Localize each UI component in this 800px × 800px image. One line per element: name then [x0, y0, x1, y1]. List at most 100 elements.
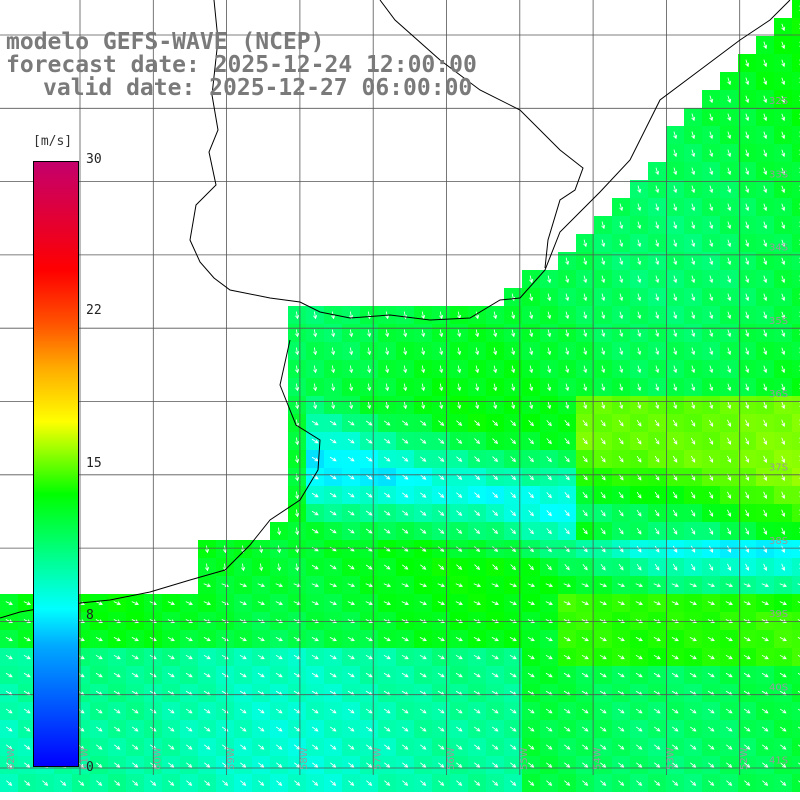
wind-arrow: [185, 601, 193, 606]
wind-arrow: [654, 527, 660, 535]
wind-arrow: [349, 347, 354, 356]
wind-arrow: [547, 311, 552, 320]
wind-arrow: [367, 329, 372, 338]
wind-arrow: [709, 167, 714, 176]
wind-arrow: [619, 365, 624, 374]
wind-arrow: [401, 744, 409, 750]
wind-arrow: [763, 437, 768, 445]
wind-arrow: [204, 780, 211, 786]
wind-arrow: [636, 762, 643, 768]
wind-arrow: [635, 601, 643, 606]
wind-arrow: [275, 637, 283, 642]
wind-arrow: [167, 654, 175, 660]
wind-arrow: [618, 527, 624, 535]
wind-arrow: [510, 546, 516, 553]
wind-arrow: [653, 654, 661, 660]
wind-arrow: [474, 546, 481, 552]
wind-arrow: [761, 654, 769, 660]
wind-arrow: [329, 456, 337, 462]
wind-arrow: [528, 762, 535, 768]
wind-arrow: [636, 419, 642, 427]
wind-arrow: [419, 654, 427, 660]
wind-arrow: [439, 347, 444, 356]
wind-arrow: [673, 329, 678, 338]
wind-cell: [792, 648, 800, 666]
wind-arrow: [329, 726, 337, 732]
wind-arrow: [347, 726, 355, 732]
colorbar-tick-15: 15: [86, 456, 102, 471]
wind-arrow: [6, 780, 13, 786]
wind-arrow: [618, 762, 625, 768]
wind-arrow: [365, 492, 373, 498]
wind-arrow: [709, 329, 714, 338]
wind-arrow: [635, 744, 643, 750]
wind-arrow: [347, 708, 355, 714]
wind-arrow: [311, 510, 319, 516]
wind-arrow: [113, 708, 121, 714]
wind-arrow: [745, 419, 750, 427]
wind-arrow: [672, 419, 678, 427]
wind-arrow: [763, 527, 768, 535]
wind-arrow: [475, 383, 480, 392]
wind-arrow: [637, 257, 642, 266]
wind-arrow: [457, 401, 462, 410]
wind-arrow: [383, 708, 391, 714]
lat-lon-grid: [0, 0, 800, 775]
wind-arrow: [383, 528, 391, 534]
wind-arrow: [528, 564, 534, 571]
wind-arrow: [727, 365, 732, 374]
wind-arrow: [565, 257, 570, 266]
wind-arrow: [637, 311, 642, 320]
longitude-label: 59W: [226, 747, 237, 770]
wind-arrow: [257, 637, 265, 642]
wind-arrow: [763, 41, 768, 50]
wind-arrow: [383, 744, 391, 750]
wind-arrow: [257, 672, 265, 678]
wind-arrow: [95, 744, 103, 750]
wind-arrow: [654, 545, 660, 553]
latitude-label: 33S: [769, 169, 788, 180]
wind-arrow: [420, 474, 427, 480]
wind-arrow: [439, 401, 444, 410]
wind-arrow: [619, 221, 624, 230]
wind-arrow: [457, 365, 462, 374]
wind-arrow: [367, 401, 372, 410]
wind-cell: [792, 36, 800, 54]
wind-arrow: [600, 527, 606, 535]
wind-arrow: [529, 365, 534, 374]
wind-arrow: [239, 726, 247, 732]
wind-arrow: [709, 347, 714, 356]
wind-arrow: [295, 311, 300, 320]
wind-arrow: [600, 509, 606, 517]
wind-arrow: [329, 510, 337, 516]
wind-arrow: [709, 95, 714, 104]
wind-arrow: [295, 347, 300, 356]
wind-arrow: [583, 329, 588, 338]
wind-arrow: [655, 311, 660, 320]
wind-arrow: [492, 528, 499, 535]
wind-arrow: [295, 563, 300, 572]
wind-arrow: [547, 401, 552, 410]
wind-arrow: [438, 564, 445, 570]
wind-arrow: [636, 563, 642, 571]
wind-arrow: [491, 583, 500, 588]
wind-arrow: [655, 365, 660, 374]
wind-arrow: [797, 708, 800, 711]
wind-arrow: [637, 401, 642, 410]
wind-arrow: [691, 203, 696, 212]
wind-arrow: [761, 637, 769, 642]
wind-arrow: [95, 672, 103, 678]
wind-arrow: [383, 546, 391, 552]
wind-arrow: [583, 365, 588, 374]
wind-arrow: [781, 509, 786, 518]
wind-arrow: [239, 654, 247, 660]
wind-arrow: [581, 637, 589, 642]
wind-arrow: [401, 510, 409, 516]
wind-arrow: [474, 510, 481, 516]
wind-arrow: [779, 583, 788, 588]
wind-arrow: [619, 383, 624, 392]
wind-cell: [792, 630, 800, 648]
longitude-label: 55W: [519, 747, 530, 770]
wind-cell: [792, 0, 800, 18]
wind-cell: [792, 432, 800, 450]
